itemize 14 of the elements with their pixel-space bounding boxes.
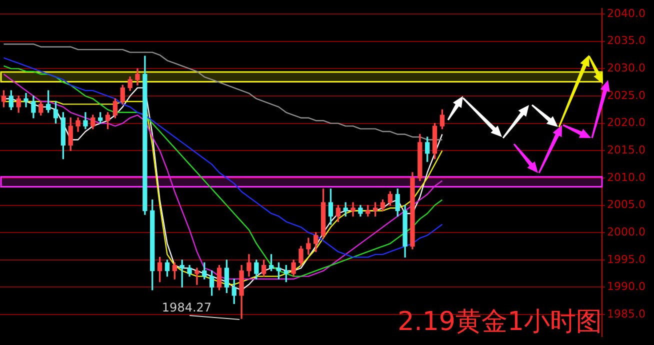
y-tick-label: 1995.0 bbox=[607, 252, 646, 266]
y-tick-label: 2025.0 bbox=[607, 88, 646, 102]
y-tick-label: 2000.0 bbox=[607, 225, 646, 238]
y-tick-label: 2040.0 bbox=[607, 6, 646, 20]
y-tick-label: 2020.0 bbox=[607, 116, 646, 130]
y-tick-label: 2005.0 bbox=[607, 198, 646, 212]
y-tick-label: 2035.0 bbox=[607, 34, 646, 48]
y-tick-label: 1990.0 bbox=[607, 280, 646, 294]
annotation: 1984.27 bbox=[162, 300, 212, 315]
y-tick-label: 1985.0 bbox=[607, 307, 646, 320]
y-tick-label: 2015.0 bbox=[607, 144, 646, 157]
y-tick-label: 2010.0 bbox=[607, 170, 646, 184]
y-tick-label: 2030.0 bbox=[607, 62, 646, 75]
text: 2.19黄金1小时图 bbox=[398, 306, 602, 339]
